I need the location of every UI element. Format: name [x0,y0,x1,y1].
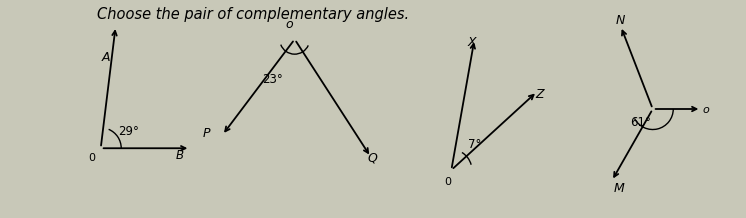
Text: N: N [615,14,625,27]
Text: 7°: 7° [468,138,482,151]
Text: P: P [203,127,210,140]
Text: Choose the pair of complementary angles.: Choose the pair of complementary angles. [97,7,409,22]
Text: 61°: 61° [630,116,651,129]
Text: o: o [286,18,293,31]
Text: Z: Z [535,88,544,101]
Text: M: M [614,182,624,195]
Text: X: X [468,36,477,49]
Text: o: o [703,105,709,115]
Text: Q: Q [367,151,377,164]
Text: B: B [175,149,184,162]
Text: 23°: 23° [263,73,283,86]
Text: 0: 0 [88,153,95,163]
Text: 0: 0 [445,177,451,187]
Text: A: A [102,51,110,64]
Text: 29°: 29° [118,125,139,138]
